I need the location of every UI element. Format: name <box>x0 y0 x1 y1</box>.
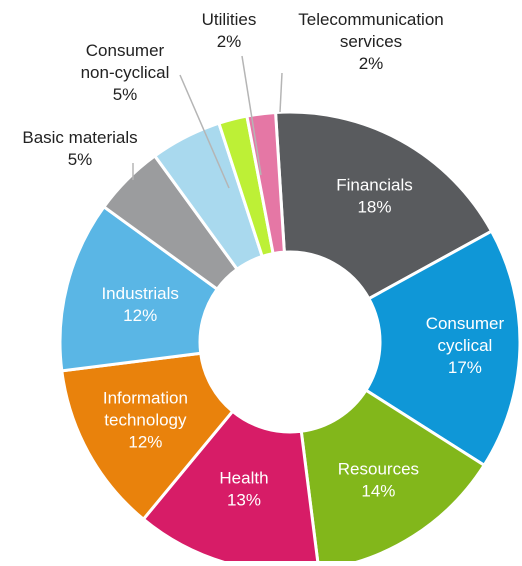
slice-name-label: Financials <box>336 176 413 195</box>
slice-name-label: Basic materials <box>22 128 137 147</box>
slice-value-label: 5% <box>113 85 138 104</box>
slice-value-label: 14% <box>361 482 395 501</box>
label-utilities: Utilities 2% <box>202 10 257 51</box>
label-basic-materials: Basic materials 5% <box>22 128 137 169</box>
slice-value-label: 18% <box>357 198 391 217</box>
slice-health <box>141 409 320 566</box>
slice-name-label: Health <box>219 469 268 488</box>
label-information-technology: Information technology 12% <box>103 389 188 452</box>
slice-value-label: 12% <box>128 433 162 452</box>
slice-name-label: Resources <box>338 460 419 479</box>
slice-name-label: Consumer <box>426 315 505 334</box>
slices-layer <box>58 110 522 566</box>
slice-financials <box>273 110 494 301</box>
slice-name-label: non-cyclical <box>81 63 170 82</box>
slice-value-label: 17% <box>448 359 482 378</box>
slice-resources <box>299 388 487 566</box>
label-consumer-cyclical: Consumer cyclical 17% <box>426 315 505 378</box>
label-telecommunication-services: Telecommunication services 2% <box>298 10 444 73</box>
label-financials: Financials 18% <box>336 176 413 217</box>
label-industrials: Industrials 12% <box>101 284 178 325</box>
slice-consumer-cyclical <box>363 229 522 468</box>
slice-value-label: 5% <box>68 150 93 169</box>
leader-line-utilities <box>241 55 262 176</box>
slice-name-label: technology <box>104 411 187 430</box>
slice-value-label: 13% <box>227 491 261 510</box>
slice-name-label: Telecommunication <box>298 10 444 29</box>
labels-layer: Financials 18% Consumer cyclical 17% Resource… <box>22 10 504 509</box>
slice-name-label: cyclical <box>438 337 493 356</box>
label-health: Health 13% <box>219 469 268 510</box>
leader-line-telecommunication-services <box>279 72 283 113</box>
slice-information-technology <box>60 351 235 522</box>
slice-name-label: Consumer <box>86 41 165 60</box>
slice-name-label: Utilities <box>202 10 257 29</box>
label-resources: Resources 14% <box>338 460 419 501</box>
slice-value-label: 2% <box>217 32 242 51</box>
slice-name-label: Industrials <box>101 284 178 303</box>
slice-industrials <box>58 204 220 373</box>
slice-value-label: 2% <box>359 54 384 73</box>
label-consumer-non-cyclical: Consumer non-cyclical 5% <box>81 41 170 104</box>
leader-lines-layer <box>132 55 283 189</box>
slice-name-label: services <box>340 32 402 51</box>
slice-value-label: 12% <box>123 306 157 325</box>
slice-name-label: Information <box>103 389 188 408</box>
leader-line-consumer-non-cyclical <box>179 74 230 189</box>
